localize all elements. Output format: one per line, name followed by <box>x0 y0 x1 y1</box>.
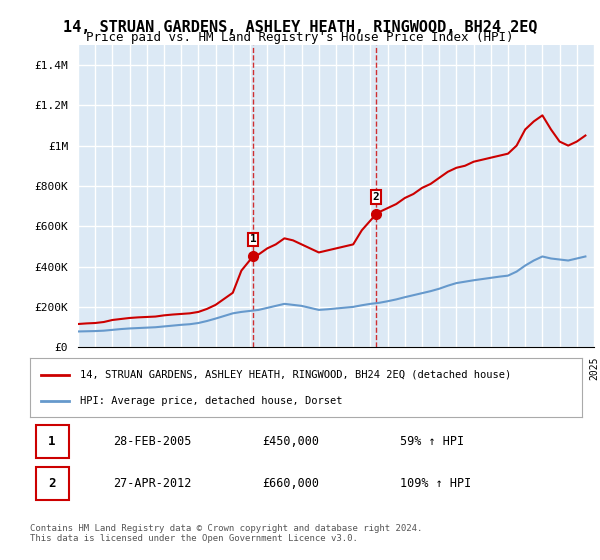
Text: £660,000: £660,000 <box>262 477 319 490</box>
Text: Contains HM Land Registry data © Crown copyright and database right 2024.
This d: Contains HM Land Registry data © Crown c… <box>30 524 422 543</box>
Text: 27-APR-2012: 27-APR-2012 <box>113 477 191 490</box>
Text: 1: 1 <box>49 435 56 448</box>
FancyBboxPatch shape <box>35 425 68 458</box>
Text: Price paid vs. HM Land Registry's House Price Index (HPI): Price paid vs. HM Land Registry's House … <box>86 31 514 44</box>
Text: 109% ↑ HPI: 109% ↑ HPI <box>400 477 471 490</box>
FancyBboxPatch shape <box>35 467 68 500</box>
Text: 2: 2 <box>373 192 379 202</box>
Text: 28-FEB-2005: 28-FEB-2005 <box>113 435 191 448</box>
Text: HPI: Average price, detached house, Dorset: HPI: Average price, detached house, Dors… <box>80 396 342 406</box>
Text: 2: 2 <box>49 477 56 490</box>
Text: 1: 1 <box>250 235 256 244</box>
Text: 59% ↑ HPI: 59% ↑ HPI <box>400 435 464 448</box>
Text: £450,000: £450,000 <box>262 435 319 448</box>
Text: 14, STRUAN GARDENS, ASHLEY HEATH, RINGWOOD, BH24 2EQ: 14, STRUAN GARDENS, ASHLEY HEATH, RINGWO… <box>63 20 537 35</box>
Text: 14, STRUAN GARDENS, ASHLEY HEATH, RINGWOOD, BH24 2EQ (detached house): 14, STRUAN GARDENS, ASHLEY HEATH, RINGWO… <box>80 370 511 380</box>
